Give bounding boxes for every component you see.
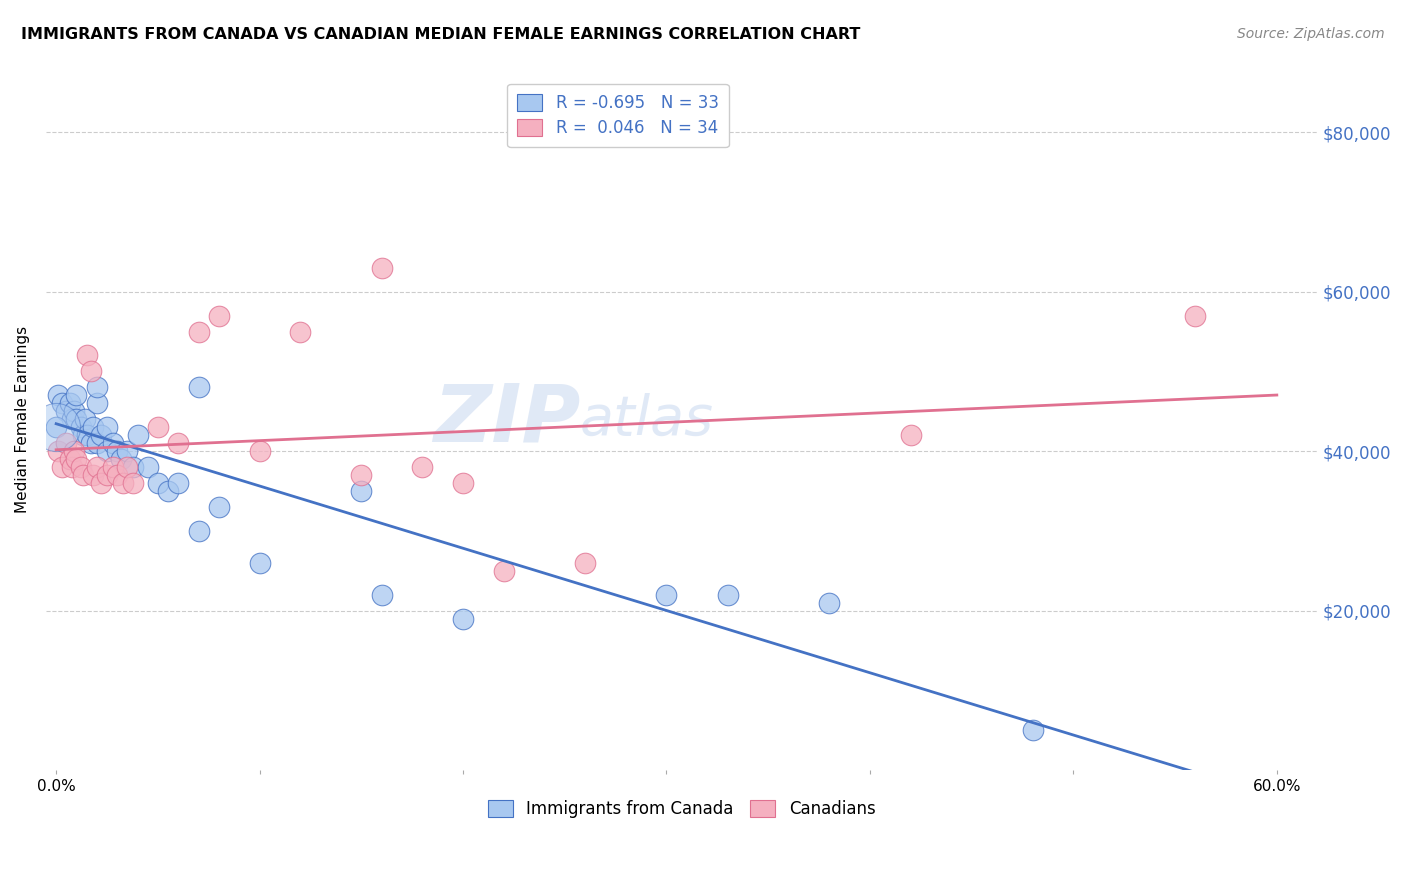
Point bbox=[187, 325, 209, 339]
Point bbox=[290, 325, 312, 339]
Point bbox=[72, 468, 94, 483]
Point bbox=[80, 436, 103, 450]
Point bbox=[101, 436, 124, 450]
Point bbox=[96, 444, 118, 458]
Point bbox=[90, 428, 112, 442]
Point bbox=[63, 404, 86, 418]
Point bbox=[69, 460, 91, 475]
Point bbox=[167, 436, 190, 450]
Point bbox=[86, 380, 108, 394]
Point bbox=[716, 588, 738, 602]
Point bbox=[59, 452, 82, 467]
Point bbox=[65, 452, 87, 467]
Point bbox=[451, 476, 474, 491]
Point bbox=[187, 524, 209, 538]
Point bbox=[249, 556, 271, 570]
Point bbox=[136, 460, 159, 475]
Point bbox=[350, 468, 373, 483]
Point bbox=[900, 428, 922, 442]
Point bbox=[350, 483, 373, 498]
Point bbox=[117, 460, 139, 475]
Point bbox=[167, 476, 190, 491]
Point bbox=[122, 476, 145, 491]
Point bbox=[45, 420, 67, 434]
Point bbox=[96, 468, 118, 483]
Point bbox=[574, 556, 596, 570]
Point bbox=[82, 420, 104, 434]
Point bbox=[80, 364, 103, 378]
Point bbox=[101, 460, 124, 475]
Point bbox=[62, 460, 84, 475]
Point bbox=[122, 460, 145, 475]
Point bbox=[62, 412, 84, 426]
Point bbox=[46, 388, 69, 402]
Point bbox=[96, 420, 118, 434]
Point bbox=[45, 420, 67, 434]
Point bbox=[117, 444, 139, 458]
Text: atlas: atlas bbox=[581, 392, 714, 446]
Point bbox=[86, 436, 108, 450]
Point bbox=[127, 428, 149, 442]
Point bbox=[51, 396, 73, 410]
Text: Source: ZipAtlas.com: Source: ZipAtlas.com bbox=[1237, 27, 1385, 41]
Point bbox=[208, 500, 231, 514]
Point bbox=[63, 444, 86, 458]
Point bbox=[146, 476, 169, 491]
Text: ZIP: ZIP bbox=[433, 380, 581, 458]
Point bbox=[51, 460, 73, 475]
Y-axis label: Median Female Earnings: Median Female Earnings bbox=[15, 326, 30, 513]
Point bbox=[72, 428, 94, 442]
Point bbox=[73, 412, 96, 426]
Point bbox=[90, 476, 112, 491]
Point bbox=[86, 396, 108, 410]
Point bbox=[1021, 723, 1043, 738]
Point bbox=[86, 460, 108, 475]
Point bbox=[55, 436, 77, 450]
Point bbox=[208, 309, 231, 323]
Point bbox=[655, 588, 678, 602]
Point bbox=[69, 420, 91, 434]
Point bbox=[451, 611, 474, 625]
Legend: Immigrants from Canada, Canadians: Immigrants from Canada, Canadians bbox=[481, 793, 882, 825]
Point bbox=[105, 444, 128, 458]
Point bbox=[105, 468, 128, 483]
Point bbox=[110, 452, 132, 467]
Point bbox=[492, 564, 515, 578]
Point bbox=[370, 260, 392, 275]
Point bbox=[65, 388, 87, 402]
Point bbox=[411, 460, 433, 475]
Point bbox=[55, 404, 77, 418]
Point bbox=[818, 596, 841, 610]
Text: IMMIGRANTS FROM CANADA VS CANADIAN MEDIAN FEMALE EARNINGS CORRELATION CHART: IMMIGRANTS FROM CANADA VS CANADIAN MEDIA… bbox=[21, 27, 860, 42]
Point bbox=[370, 588, 392, 602]
Point bbox=[65, 412, 87, 426]
Point bbox=[59, 396, 82, 410]
Point bbox=[82, 468, 104, 483]
Point bbox=[146, 420, 169, 434]
Point bbox=[76, 349, 98, 363]
Point bbox=[187, 380, 209, 394]
Point bbox=[1184, 309, 1206, 323]
Point bbox=[112, 476, 135, 491]
Point bbox=[157, 483, 180, 498]
Point bbox=[76, 428, 98, 442]
Point bbox=[249, 444, 271, 458]
Point bbox=[46, 444, 69, 458]
